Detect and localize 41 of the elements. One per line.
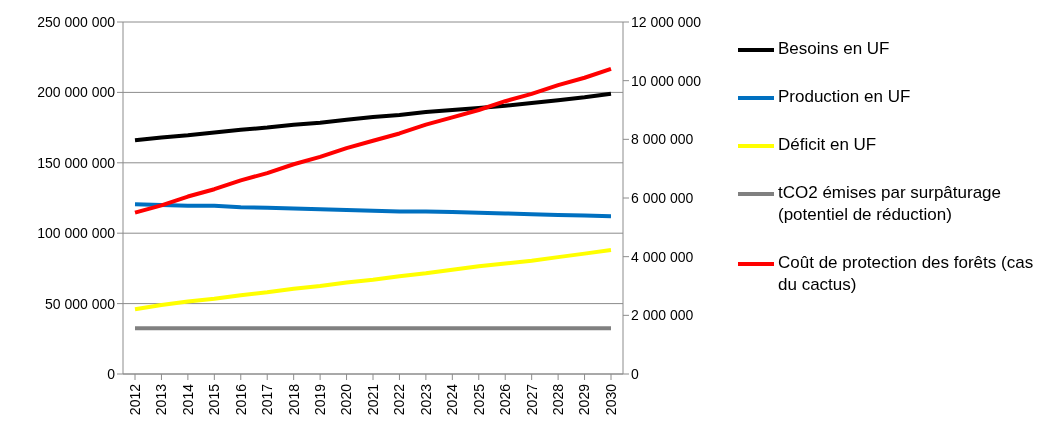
line-series xyxy=(133,66,613,215)
x-tick-label: 2025 xyxy=(470,383,487,416)
x-tick-label: 2020 xyxy=(338,383,355,416)
x-tick-label: 2028 xyxy=(550,383,567,416)
y2-tick-label: 8 000 000 xyxy=(631,131,694,148)
y2-tick-label: 4 000 000 xyxy=(631,248,694,265)
y-tick-label: 150 000 000 xyxy=(37,154,116,171)
legend-label: Besoins en UF xyxy=(778,38,890,60)
y2-tick-label: 10 000 000 xyxy=(631,72,702,89)
line-series xyxy=(133,202,613,219)
x-tick-label: 2027 xyxy=(523,383,540,416)
y-tick-label: 50 000 000 xyxy=(44,295,116,312)
line-series xyxy=(133,248,613,312)
x-tick-label: 2029 xyxy=(576,383,593,416)
y-tick-label: 250 000 000 xyxy=(37,13,116,30)
y2-tick-label: 6 000 000 xyxy=(631,189,694,206)
y-tick-label: 200 000 000 xyxy=(37,84,116,101)
y-tick-label: 100 000 000 xyxy=(37,225,116,242)
legend-label: Production en UF xyxy=(778,86,911,108)
x-tick-label: 2016 xyxy=(232,383,249,416)
x-tick-label: 2012 xyxy=(126,383,143,416)
x-tick-label: 2030 xyxy=(602,383,619,416)
x-tick-label: 2026 xyxy=(497,383,514,416)
y2-tick-label: 0 xyxy=(631,365,639,382)
x-tick-label: 2022 xyxy=(391,383,408,416)
x-tick-label: 2017 xyxy=(259,383,276,416)
legend-label: tCO2 émises par surpâturage (potentiel de réduction) xyxy=(778,182,1002,226)
y-tick-label: 0 xyxy=(107,365,116,382)
x-tick-label: 2015 xyxy=(206,383,223,416)
x-tick-label: 2024 xyxy=(444,383,461,416)
x-tick-label: 2021 xyxy=(364,383,381,416)
x-tick-label: 2013 xyxy=(153,383,170,416)
line-series xyxy=(133,91,613,143)
y2-tick-label: 2 000 000 xyxy=(631,307,694,324)
x-tick-label: 2014 xyxy=(179,383,196,416)
legend-label: Déficit en UF xyxy=(778,134,877,156)
y2-tick-label: 12 000 000 xyxy=(631,13,702,30)
legend-label: Coût de protection des forêts (cas du cactus) xyxy=(778,252,1035,296)
x-tick-label: 2023 xyxy=(417,383,434,416)
x-tick-label: 2019 xyxy=(312,383,329,416)
x-tick-label: 2018 xyxy=(285,383,302,416)
